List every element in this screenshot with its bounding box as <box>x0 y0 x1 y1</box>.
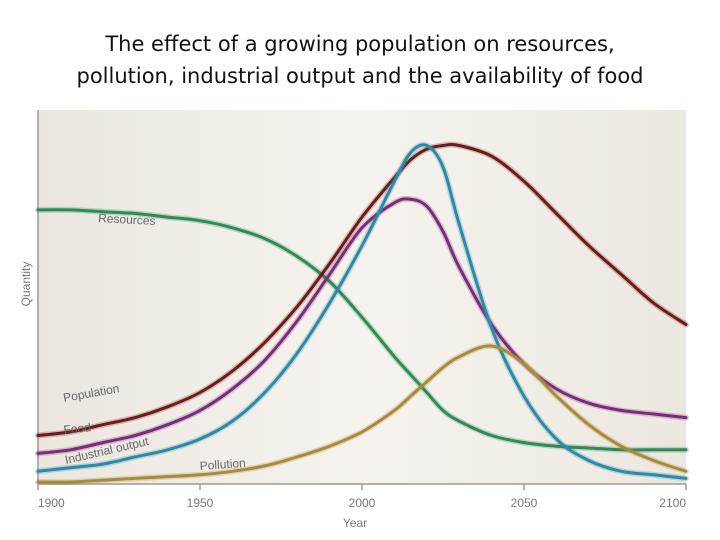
series-group <box>35 141 689 486</box>
y-axis-label: Quantity <box>19 262 33 307</box>
title-line-2: pollution, industrial output and the ava… <box>76 64 644 88</box>
x-tick-label-2100: 2100 <box>659 496 686 510</box>
label-pollution: Pollution <box>199 456 246 473</box>
label-food: Food <box>63 420 92 437</box>
series-line-population <box>36 143 688 437</box>
title-line-1: The effect of a growing population on re… <box>105 32 615 56</box>
series-line-industrial-output <box>36 143 688 480</box>
plot-background <box>38 110 686 484</box>
x-ticks-group: 1900 1950 2000 2050 2100 <box>37 484 687 510</box>
chart: 1900 1950 2000 2050 2100 Year Quantity Resou… <box>19 110 689 530</box>
x-axis-label: Year <box>343 516 367 530</box>
x-tick-label-2050: 2050 <box>511 496 538 510</box>
series-line-pollution <box>36 344 688 484</box>
x-tick-label-2000: 2000 <box>349 496 376 510</box>
series-line-food <box>36 197 688 455</box>
x-tick-label-1950: 1950 <box>187 496 214 510</box>
label-resources: Resources <box>98 211 156 228</box>
slide-title: The effect of a growing population on re… <box>0 28 720 92</box>
x-tick-label-1900: 1900 <box>38 496 65 510</box>
